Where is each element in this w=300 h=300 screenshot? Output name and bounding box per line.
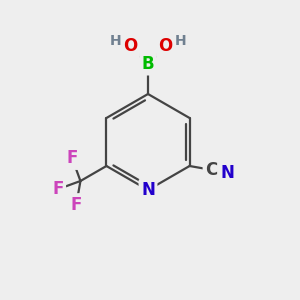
Text: H: H — [110, 34, 121, 48]
Text: C: C — [205, 161, 218, 179]
Text: F: F — [70, 196, 82, 214]
Text: O: O — [123, 37, 137, 55]
Text: H: H — [175, 34, 187, 48]
Text: F: F — [52, 180, 64, 198]
Text: B: B — [142, 55, 154, 73]
Text: F: F — [67, 149, 78, 167]
Text: N: N — [141, 181, 155, 199]
Text: O: O — [159, 37, 173, 55]
Text: N: N — [220, 164, 234, 181]
